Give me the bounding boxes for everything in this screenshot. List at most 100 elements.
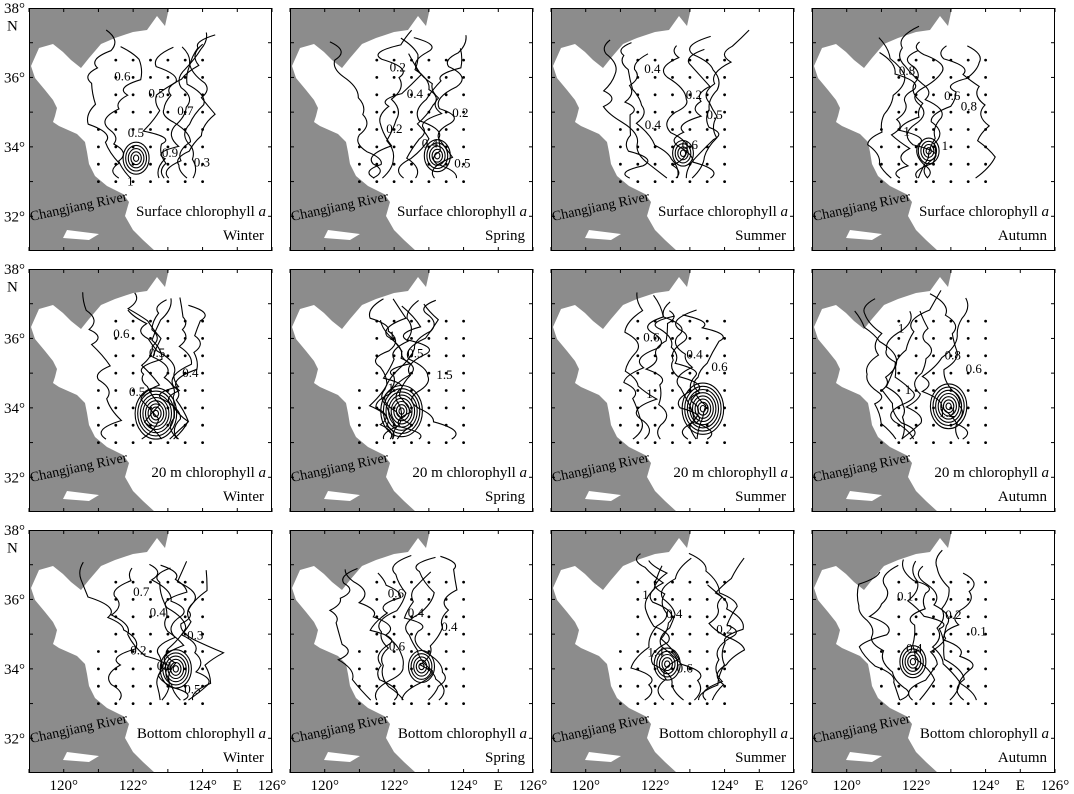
contour-line — [177, 46, 216, 179]
contour-ring — [689, 392, 717, 426]
station-dot — [427, 406, 431, 410]
station-dot — [375, 58, 379, 62]
lat-tick-label: 36° — [4, 331, 25, 347]
station-dot — [723, 145, 726, 149]
station-dot — [688, 319, 692, 323]
station-dot — [444, 76, 448, 79]
station-dot — [201, 650, 205, 653]
station-dot — [358, 162, 361, 166]
contour-label: 0.4 — [644, 61, 661, 76]
lon-unit-label: E — [494, 778, 503, 794]
station-dot — [671, 441, 674, 444]
season-label: Spring — [485, 489, 526, 505]
station-dot — [462, 632, 465, 636]
station-dot — [723, 615, 726, 619]
station-dot — [636, 650, 640, 653]
station-dot — [636, 162, 640, 166]
station-dot — [131, 650, 135, 653]
station-dot — [183, 615, 187, 619]
station-dot — [705, 580, 709, 584]
station-dot — [984, 406, 987, 410]
station-dot — [444, 389, 448, 392]
station-dot — [671, 702, 674, 705]
contour-label: 0.9 — [162, 145, 178, 160]
station-dot — [131, 667, 135, 671]
contour-ring — [691, 395, 714, 423]
contour-ring — [167, 658, 185, 680]
station-dot — [966, 423, 970, 427]
station-dot — [723, 684, 726, 688]
land-mass — [29, 8, 169, 251]
station-dot — [671, 110, 674, 114]
station-dot — [636, 580, 640, 584]
station-dot — [619, 684, 622, 688]
lat-tick-label: 36° — [4, 592, 25, 608]
land-mass — [290, 8, 430, 251]
station-dot — [966, 598, 970, 601]
station-dot — [427, 76, 431, 79]
contour-ring — [390, 397, 413, 425]
station-dot — [949, 441, 953, 444]
contour-line — [673, 48, 715, 179]
river-mouth — [846, 752, 882, 762]
station-dot — [183, 93, 187, 97]
station-dot — [462, 650, 465, 653]
station-dot — [392, 632, 396, 636]
contour-lines — [856, 549, 977, 701]
station-dot — [653, 128, 657, 131]
contour-label: 0.2 — [716, 621, 732, 636]
station-dot — [149, 667, 152, 671]
contour-label: 0.4 — [407, 86, 424, 101]
station-dot — [966, 389, 970, 392]
station-dot — [462, 615, 465, 619]
contour-label: 0.4 — [150, 604, 167, 619]
station-dot — [183, 598, 187, 601]
station-dot — [636, 354, 640, 358]
lon-tick-label: 122° — [641, 778, 670, 794]
axis-ticks — [550, 8, 795, 251]
station-dot — [375, 441, 379, 444]
station-dot — [984, 162, 987, 166]
contour-line — [82, 292, 123, 440]
station-dot — [653, 615, 657, 619]
contour-label: 0.2 — [686, 87, 702, 102]
station-dot — [705, 76, 709, 79]
contour-line — [176, 561, 210, 701]
station-dot — [375, 145, 379, 149]
season-label: Autumn — [998, 228, 1048, 244]
river-mouth — [585, 752, 621, 762]
contour-ring — [134, 387, 178, 440]
station-dot — [949, 354, 953, 358]
contour-label: 0.6 — [944, 88, 961, 103]
station-dot — [653, 180, 657, 184]
station-dot — [688, 650, 692, 653]
contour-line — [79, 561, 138, 701]
lon-tick-label: 126° — [258, 778, 287, 794]
contour-ring — [398, 407, 405, 415]
station-dot — [688, 337, 692, 340]
contour-line — [329, 41, 382, 179]
contour-label: 0.2 — [130, 642, 146, 657]
station-dot — [427, 180, 431, 184]
station-dot — [653, 93, 657, 97]
station-dot — [97, 145, 100, 149]
contour-line — [602, 39, 668, 179]
station-dot — [131, 337, 135, 340]
contour-lines — [79, 561, 225, 701]
station-dot — [984, 684, 987, 688]
station-dot — [97, 650, 100, 653]
station-dot — [462, 93, 465, 97]
station-dot — [375, 93, 379, 97]
axis-ticks — [28, 8, 273, 251]
station-dot — [949, 650, 953, 653]
station-dot — [688, 180, 692, 184]
lon-tick-label: 120° — [571, 778, 600, 794]
station-dot — [375, 598, 379, 601]
station-dot — [183, 441, 187, 444]
land-mass — [290, 269, 430, 512]
station-dot — [201, 76, 205, 79]
contour-label: 1.4 — [648, 645, 665, 660]
contour-ring — [152, 409, 160, 418]
contour-line — [915, 45, 981, 179]
station-dot — [671, 389, 674, 392]
